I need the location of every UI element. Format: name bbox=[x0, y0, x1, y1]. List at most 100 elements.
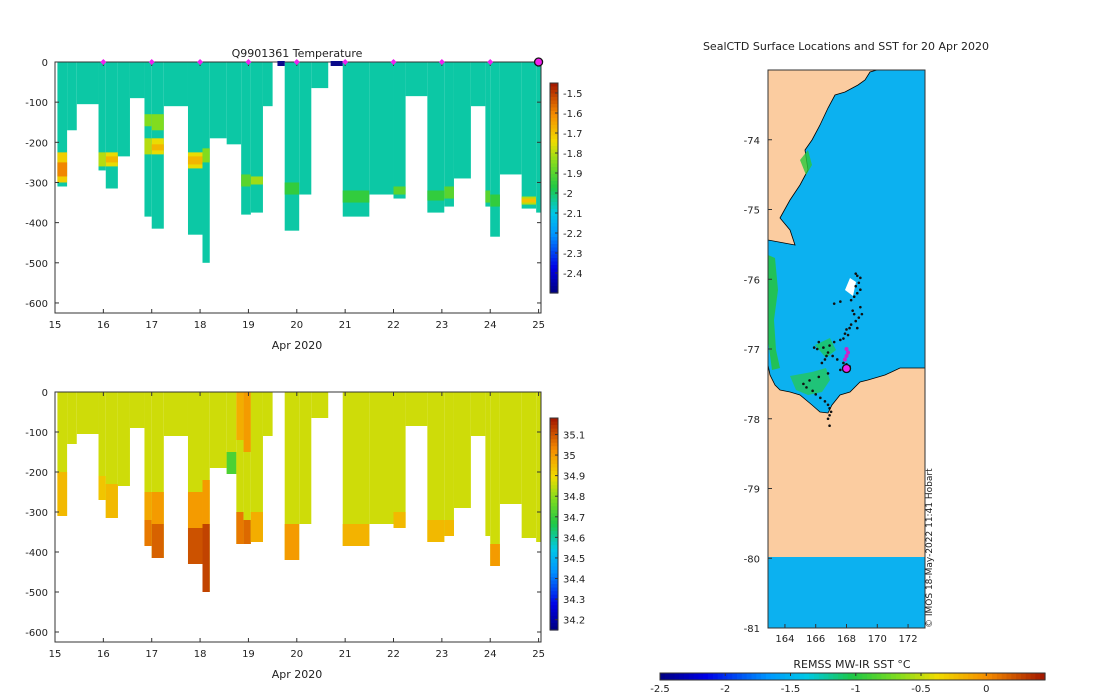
coast-sst-patch-north bbox=[800, 150, 812, 175]
surface-marker bbox=[293, 59, 300, 65]
track-point bbox=[855, 274, 859, 278]
colorbar-swatch bbox=[550, 100, 558, 105]
profile-column bbox=[241, 62, 251, 215]
x-tick-label: 15 bbox=[49, 320, 62, 331]
profile-column bbox=[243, 392, 251, 544]
track-point bbox=[835, 358, 839, 361]
x-tick-label: 20 bbox=[290, 320, 303, 331]
profile-column-base bbox=[499, 392, 522, 504]
colorbar-swatch bbox=[550, 591, 558, 596]
sst-colorbar-tick-label: -1.5 bbox=[781, 684, 801, 695]
sst-colorbar-swatch bbox=[1025, 673, 1032, 680]
colorbar-swatch bbox=[550, 541, 558, 546]
sst-colorbar-swatch bbox=[895, 673, 902, 680]
track-point bbox=[814, 393, 818, 396]
sst-colorbar-swatch bbox=[727, 673, 733, 680]
sst-colorbar-swatch bbox=[948, 673, 955, 680]
profile-column-base bbox=[405, 392, 428, 426]
colorbar-tick-label: -1.7 bbox=[563, 129, 583, 140]
profile-column-base bbox=[405, 62, 428, 97]
temperature-heatmap bbox=[57, 62, 541, 263]
colorbar-swatch bbox=[550, 428, 558, 433]
colorbar-swatch bbox=[550, 615, 558, 620]
southern-ocean-band bbox=[768, 557, 925, 628]
profile-column bbox=[105, 392, 118, 518]
salinity-xlabel: Apr 2020 bbox=[272, 668, 323, 681]
track-point bbox=[849, 323, 853, 326]
profile-anomaly-band bbox=[250, 512, 263, 542]
colorbar-swatch bbox=[550, 272, 558, 277]
profile-column bbox=[262, 392, 273, 436]
sst-colorbar-swatch bbox=[919, 673, 926, 680]
colorbar-tick-label: -1.5 bbox=[563, 89, 583, 100]
map-y-tick-label: -77 bbox=[744, 345, 760, 356]
surface-marker bbox=[197, 59, 204, 65]
colorbar-swatch bbox=[550, 160, 558, 165]
profile-column-base bbox=[226, 62, 242, 145]
x-tick-label: 22 bbox=[387, 649, 400, 660]
map-y-tick-label: -76 bbox=[744, 275, 760, 286]
colorbar-swatch bbox=[550, 499, 558, 504]
track-point bbox=[854, 272, 858, 275]
colorbar-swatch bbox=[550, 174, 558, 179]
profile-column bbox=[209, 62, 227, 139]
map-y-tick-label: -81 bbox=[744, 624, 760, 635]
x-tick-label: 24 bbox=[484, 649, 497, 660]
colorbar-tick-label: -1.8 bbox=[563, 149, 583, 160]
colorbar-swatch bbox=[550, 506, 558, 511]
colorbar-tick-label: 35 bbox=[563, 451, 576, 462]
seal-track bbox=[802, 272, 864, 428]
salinity-heatmap bbox=[57, 392, 541, 592]
temperature-surface-markers bbox=[100, 57, 544, 67]
colorbar-swatch bbox=[550, 216, 558, 221]
sst-colorbar-swatch bbox=[1011, 673, 1017, 680]
sst-colorbar-swatch bbox=[818, 673, 825, 680]
sst-colorbar-swatch bbox=[780, 673, 786, 680]
profile-column bbox=[299, 62, 312, 195]
colorbar-swatch bbox=[550, 114, 558, 119]
sst-colorbar-swatch bbox=[688, 673, 695, 680]
map-axes: 164 166 168 170 172 -74 -75 -76 -77 -78 -79 -80 -81 bbox=[744, 136, 918, 645]
colorbar-swatch bbox=[550, 153, 558, 158]
sst-colorbar-swatch bbox=[905, 673, 911, 680]
sst-colorbar-swatch bbox=[693, 673, 700, 680]
sst-colorbar-swatch bbox=[1020, 673, 1027, 680]
track-point bbox=[826, 403, 830, 407]
track-point bbox=[832, 340, 836, 344]
colorbar-swatch bbox=[550, 524, 558, 529]
colorbar-swatch bbox=[550, 111, 558, 116]
profile-column-base bbox=[241, 62, 251, 215]
colorbar-swatch bbox=[550, 552, 558, 557]
profile-column bbox=[187, 392, 203, 564]
colorbar-tick-label: 34.8 bbox=[563, 492, 585, 503]
sst-colorbar-swatch bbox=[996, 673, 1003, 680]
colorbar-swatch bbox=[550, 481, 558, 486]
colorbar-swatch bbox=[550, 538, 558, 543]
sst-colorbar-swatch bbox=[881, 673, 887, 680]
colorbar-swatch bbox=[550, 279, 558, 284]
sst-colorbar-swatch bbox=[669, 673, 676, 680]
profile-anomaly-band bbox=[144, 138, 152, 155]
last-position-marker bbox=[841, 363, 852, 374]
sst-colorbar-swatch bbox=[698, 673, 704, 680]
profile-column-base bbox=[369, 62, 394, 195]
profile-column-base bbox=[129, 62, 145, 99]
profile-column-base bbox=[369, 392, 394, 524]
colorbar-swatch bbox=[550, 531, 558, 536]
map-title: SealCTD Surface Locations and SST for 20… bbox=[703, 40, 989, 53]
profile-column-base bbox=[105, 62, 118, 189]
profile-anomaly-band bbox=[236, 512, 244, 544]
y-tick-label: -500 bbox=[25, 259, 48, 270]
colorbar-swatch bbox=[550, 485, 558, 490]
sst-colorbar-swatch bbox=[915, 673, 921, 680]
profile-column bbox=[499, 62, 522, 175]
profile-anomaly-band bbox=[485, 190, 491, 203]
profile-column bbox=[151, 392, 164, 558]
track-point bbox=[802, 382, 805, 386]
y-tick-label: -500 bbox=[25, 588, 48, 599]
sst-colorbar-tick-label: 0 bbox=[983, 684, 989, 695]
sst-colorbar-swatch bbox=[775, 673, 781, 680]
profile-anomaly-band bbox=[342, 190, 370, 203]
surface-marker bbox=[390, 59, 397, 65]
sst-colorbar-swatch bbox=[751, 673, 757, 680]
